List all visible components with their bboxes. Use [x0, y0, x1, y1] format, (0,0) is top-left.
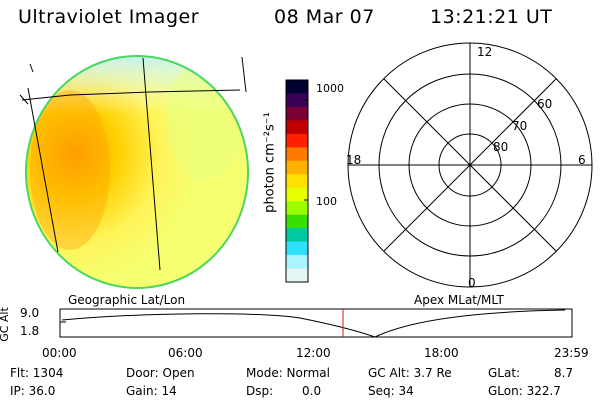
mode-status: Mode: Normal [246, 366, 330, 380]
colorbar-segment [286, 80, 308, 94]
colorbar-tick-100: 100 [316, 195, 337, 208]
colorbar-tick-1000: 1000 [316, 82, 344, 95]
door-status: Door: Open [126, 366, 195, 380]
mlt-label-18: 18 [346, 153, 362, 167]
date-label: 08 Mar 07 [274, 6, 375, 28]
time-label: 13:21:21 UT [430, 6, 553, 28]
altitude-y-tick-bottom: 1.8 [20, 324, 40, 338]
glat-value: 8.7 [554, 366, 574, 380]
colorbar-segment [286, 160, 308, 175]
colorbar-segment [286, 268, 308, 283]
colorbar-segment [286, 133, 308, 148]
flight-number: Flt: 1304 [10, 366, 64, 380]
x-tick-2359: 23:59 [554, 346, 589, 360]
instrument-title: Ultraviolet Imager [18, 6, 200, 28]
ip-value: IP: 36.0 [10, 384, 56, 398]
sequence-number: Seq: 34 [368, 384, 414, 398]
mlt-label-6: 6 [578, 153, 586, 167]
lat-label-70: 70 [512, 119, 528, 133]
x-tick-1800: 18:00 [424, 346, 459, 360]
dsp-label: Dsp: [246, 384, 274, 398]
colorbar-segment [286, 120, 308, 135]
glat-label: GLat: [488, 366, 521, 380]
altitude-left-title: Geographic Lat/Lon [68, 293, 186, 307]
colorbar-segment [286, 255, 308, 270]
gc-altitude: GC Alt: 3.7 Re [368, 366, 452, 380]
mlt-label-12: 12 [477, 45, 493, 59]
gain-value: Gain: 14 [126, 384, 177, 398]
x-tick-0600: 06:00 [168, 346, 203, 360]
dsp-value: 0.0 [302, 384, 322, 398]
altitude-right-title: Apex MLat/MLT [414, 293, 504, 307]
colorbar-segment [286, 174, 308, 189]
mlt-label-0: 0 [468, 276, 476, 290]
lat-label-80: 80 [493, 140, 509, 154]
colorbar-segment [286, 241, 308, 256]
colorbar-segment [286, 93, 308, 108]
colorbar-segment [286, 214, 308, 229]
glon-value: GLon: 322.7 [488, 384, 561, 398]
lat-label-60: 60 [537, 97, 553, 111]
colorbar-segment [286, 187, 308, 202]
altitude-y-tick-top: 9.0 [20, 306, 40, 320]
colorbar-frame [285, 79, 309, 283]
x-tick-1200: 12:00 [296, 346, 331, 360]
colorbar-segment [286, 201, 308, 216]
colorbar-segment [286, 106, 308, 121]
x-tick-0000: 00:00 [42, 346, 77, 360]
colorbar-segment [286, 147, 308, 162]
colorbar-segment [286, 228, 308, 243]
